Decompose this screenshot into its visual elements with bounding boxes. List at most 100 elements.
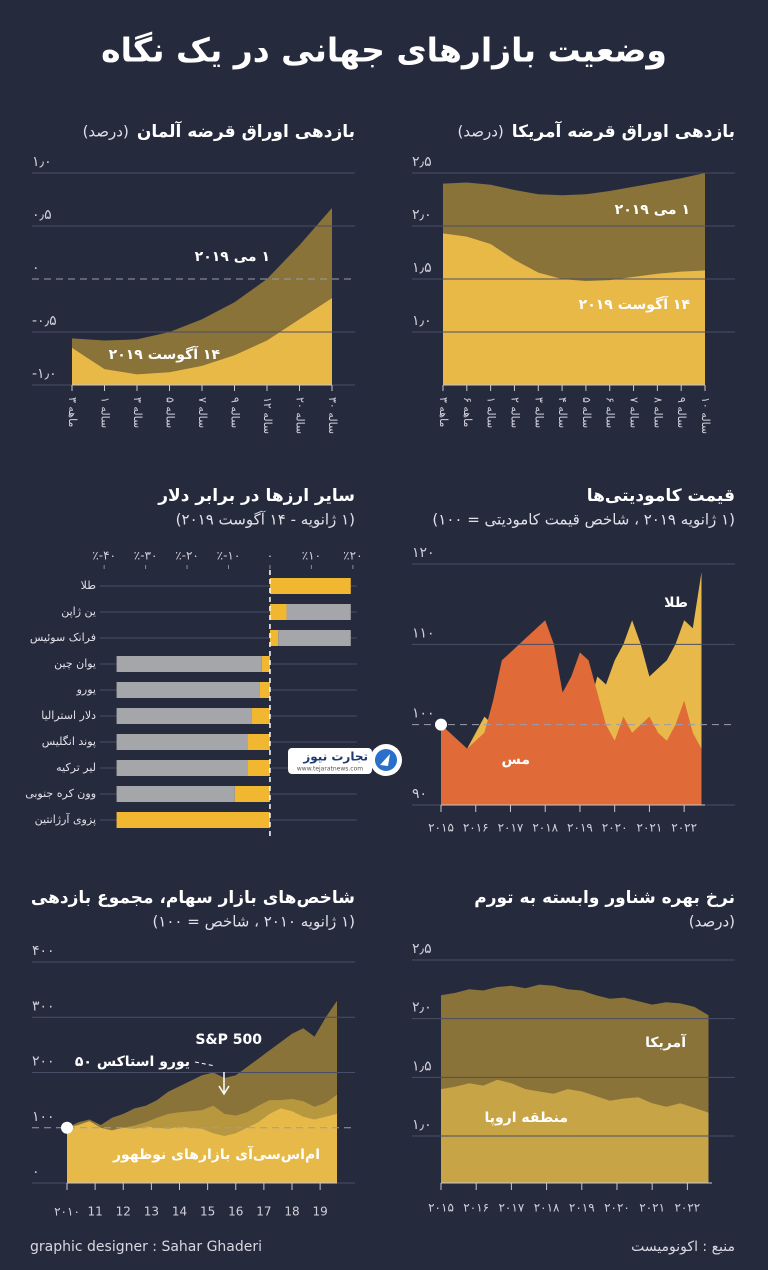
y-tick-label: ۱۰۰ — [32, 1109, 55, 1125]
series-label: ۱ می ۲۰۱۹ — [195, 249, 270, 265]
bar-segment — [269, 578, 351, 594]
x-tick-label: ۵ ساله — [164, 397, 177, 428]
annotation-dash — [194, 1061, 216, 1067]
x-tick-label: ۰ — [267, 549, 273, 563]
y-tick-label: ۱٫۰ — [412, 313, 432, 329]
bar-segment — [259, 682, 270, 698]
x-tick-label: ۶ ساله — [604, 397, 617, 428]
y-tick-label: -۰٫۵ — [32, 313, 57, 329]
y-tick-label: ۲٫۰ — [412, 207, 432, 223]
x-tick-label: ۲۰۲۰ — [602, 821, 628, 835]
x-tick-label: 15 — [200, 1205, 215, 1219]
start-marker — [435, 718, 447, 731]
series-label: یورو استاکس ۵۰ — [75, 1054, 190, 1070]
category-label: طلا — [81, 579, 97, 592]
chart-title: بازدهی اوراق قرضه آمریکا — [512, 120, 735, 142]
series-label: ۱ می ۲۰۱۹ — [615, 202, 690, 218]
x-tick-label: ۸ ساله — [651, 397, 664, 428]
y-tick-label: ۰ — [32, 260, 40, 276]
chart-panel: بازدهی اوراق قرضه آلمان (درصد) -۱٫۰ -۰٫۵ ۰ ۰٫… — [32, 120, 355, 434]
category-label: پوند انگلیس — [42, 735, 96, 748]
x-tick-label: ۲۰۱۶ — [463, 821, 489, 835]
x-tick-label: 13 — [144, 1205, 159, 1219]
bar-segment — [116, 760, 248, 776]
bar-segment — [269, 630, 279, 646]
y-tick-label: ۳۰۰ — [32, 998, 55, 1014]
chart-subtitle: (۱ ژانویه ۲۰۱۹ ، شاخص قیمت کامودیتی = ۱۰… — [432, 511, 735, 529]
bar-segment — [116, 656, 262, 672]
bar-segment — [234, 786, 270, 802]
x-tick-label: ۱ ساله — [485, 397, 498, 428]
chart-title: نرخ بهره شناور وابسته به تورم — [474, 888, 735, 908]
chart-panel: سایر ارزها در برابر دلار (۱ ژانویه - ۱۴ آ… — [25, 486, 363, 836]
x-tick-label: ٪-۳۰ — [134, 549, 158, 563]
x-tick-label: ۲۰۱۹ — [567, 821, 593, 835]
x-tick-label: 14 — [172, 1205, 187, 1219]
x-tick-label: ۲۰۱۵ — [428, 1201, 454, 1215]
chart-subtitle: (درصد) — [83, 123, 129, 141]
series-label: منطقه اروپا — [484, 1110, 568, 1126]
x-tick-label: ۳۰ ساله — [326, 397, 339, 434]
series-label: ۱۴ آگوست ۲۰۱۹ — [109, 345, 221, 363]
y-tick-label: ۱۲۰ — [412, 545, 435, 561]
y-tick-label: ۰٫۵ — [32, 207, 52, 223]
x-tick-label: ۷ ساله — [628, 397, 641, 428]
chart-title: بازدهی اوراق قرضه آلمان — [137, 120, 355, 142]
x-tick-label: ۲ ساله — [508, 397, 521, 428]
category-label: یوان چین — [54, 657, 96, 670]
annotation-arrow — [218, 1072, 230, 1096]
bar-segment — [116, 682, 260, 698]
x-tick-label: ۱۲ ساله — [261, 397, 274, 434]
x-tick-label: ۳ ماهه — [66, 397, 79, 427]
bar-segment — [269, 604, 287, 620]
chart-subtitle: (درصد) — [689, 913, 735, 931]
series-label: آمریکا — [645, 1033, 687, 1051]
x-tick-label: 17 — [256, 1205, 271, 1219]
category-label: یورو — [76, 683, 96, 696]
chart-panel: بازدهی اوراق قرضه آمریکا (درصد) ۱٫۰ ۱٫۵ ۲٫۰ ۲… — [412, 120, 735, 434]
source: منبع : اکونومیست — [631, 1239, 735, 1255]
x-tick-label: ٪-۱۰ — [217, 549, 241, 563]
x-tick-label: ٪۱۰ — [302, 549, 321, 563]
x-tick-label: ۴ ساله — [556, 397, 569, 428]
x-tick-label: ۲۰ ساله — [294, 397, 307, 434]
bar-segment — [286, 604, 351, 620]
category-label: لیر ترکیه — [56, 761, 96, 774]
series-label: ۱۴ آگوست ۲۰۱۹ — [579, 295, 691, 313]
x-tick-label: ۳ ساله — [131, 397, 144, 428]
bar-segment — [116, 812, 270, 828]
chart-panel: شاخص‌های بازار سهام، مجموع بازدهی (۱ ژانو… — [31, 888, 355, 1219]
logo-url: www.tejaratnews.com — [297, 766, 363, 773]
x-tick-label: ۲۰۲۲ — [674, 1201, 700, 1215]
annotation — [194, 1061, 230, 1096]
x-tick-label: ۲۰۲۱ — [639, 1201, 665, 1215]
x-tick-label: ۵ ساله — [580, 397, 593, 428]
x-tick-label: 11 — [87, 1205, 102, 1219]
category-label: وون کره جنوبی — [25, 787, 96, 800]
bar-segment — [247, 760, 270, 776]
x-tick-label: ۱ ساله — [99, 397, 112, 428]
chart-title: شاخص‌های بازار سهام، مجموع بازدهی — [31, 888, 355, 908]
series-label: مس — [502, 752, 530, 768]
y-tick-label: -۱٫۰ — [32, 366, 57, 382]
chart-subtitle: (درصد) — [458, 123, 504, 141]
y-tick-label: ۱٫۰ — [32, 154, 52, 170]
bar-segment — [116, 734, 248, 750]
y-tick-label: ۲٫۵ — [412, 941, 432, 957]
logo-arrow — [380, 754, 390, 766]
category-label: پزوی آرژانتین — [35, 812, 96, 826]
series-label: ام‌اس‌سی‌آی بازارهای نوظهور — [112, 1145, 320, 1163]
x-tick-label: ۶ ماهه — [461, 397, 474, 427]
y-tick-label: ۱٫۰ — [412, 1117, 432, 1133]
area-series — [443, 233, 705, 385]
x-tick-label: ٪-۲۰ — [175, 549, 199, 563]
x-tick-label: ۲۰۲۱ — [637, 821, 663, 835]
y-tick-label: ۰ — [32, 1164, 40, 1180]
x-tick-label: ۳ ساله — [532, 397, 545, 428]
series-label: S&P 500 — [195, 1032, 262, 1048]
x-tick-label: ۲۰۱۰ — [54, 1205, 80, 1219]
bar-segment — [116, 786, 235, 802]
x-tick-label: 18 — [284, 1205, 299, 1219]
x-tick-label: ۲۰۱۹ — [569, 1201, 595, 1215]
